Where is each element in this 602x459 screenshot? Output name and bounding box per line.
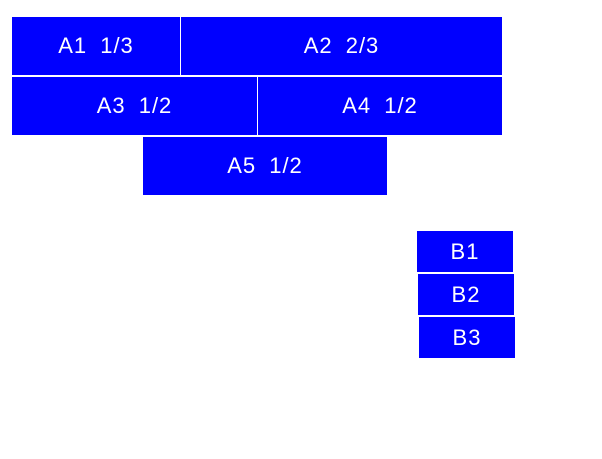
- box-a5[interactable]: A5 1/2: [143, 137, 387, 195]
- box-b1[interactable]: B1: [417, 231, 513, 272]
- box-a1[interactable]: A1 1/3: [12, 17, 180, 75]
- box-a3[interactable]: A3 1/2: [12, 77, 257, 135]
- box-a2[interactable]: A2 2/3: [181, 17, 502, 75]
- box-a4[interactable]: A4 1/2: [258, 77, 502, 135]
- box-b3[interactable]: B3: [419, 317, 515, 358]
- box-b2[interactable]: B2: [418, 274, 514, 315]
